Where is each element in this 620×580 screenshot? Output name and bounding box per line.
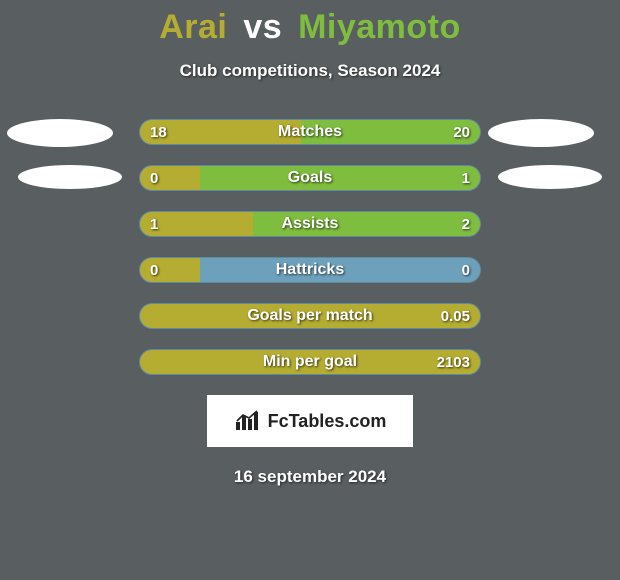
bar-fill-player1 xyxy=(140,304,480,328)
bar-fill-player2 xyxy=(253,212,480,236)
bars-container: 1820Matches 01Goals 12Assists 00Hattricks 0.… xyxy=(0,119,620,375)
bar-fill-player1 xyxy=(140,258,200,282)
stat-bar: 00Hattricks xyxy=(139,257,481,283)
avatar-placeholder-4 xyxy=(498,165,602,189)
bar-fill-player1 xyxy=(140,350,480,374)
vs-text: vs xyxy=(243,8,282,46)
player1-name: Arai xyxy=(159,8,227,46)
date-line: 16 september 2024 xyxy=(0,467,620,487)
bar-fill-player1 xyxy=(140,166,200,190)
stat-bar: 12Assists xyxy=(139,211,481,237)
stat-value-player2: 0 xyxy=(462,258,470,282)
avatar-placeholder-1 xyxy=(7,119,113,147)
stat-bar: 01Goals xyxy=(139,165,481,191)
chart-area: 1820Matches 01Goals 12Assists 00Hattricks 0.… xyxy=(0,119,620,487)
bar-fill-player1 xyxy=(140,120,301,144)
fctables-logo-text: FcTables.com xyxy=(268,411,387,432)
bar-fill-player2 xyxy=(200,166,481,190)
fctables-bars-icon xyxy=(234,410,262,432)
avatar-placeholder-3 xyxy=(488,119,594,147)
comparison-title: Arai vs Miyamoto xyxy=(0,0,620,47)
fctables-logo: FcTables.com xyxy=(207,395,413,447)
stat-bar: 1820Matches xyxy=(139,119,481,145)
subtitle: Club competitions, Season 2024 xyxy=(0,61,620,81)
stat-bar: 2103Min per goal xyxy=(139,349,481,375)
bar-fill-player2 xyxy=(301,120,480,144)
bar-fill-player1 xyxy=(140,212,253,236)
player2-name: Miyamoto xyxy=(298,8,461,46)
avatar-placeholder-2 xyxy=(18,165,122,189)
stat-bar: 0.05Goals per match xyxy=(139,303,481,329)
